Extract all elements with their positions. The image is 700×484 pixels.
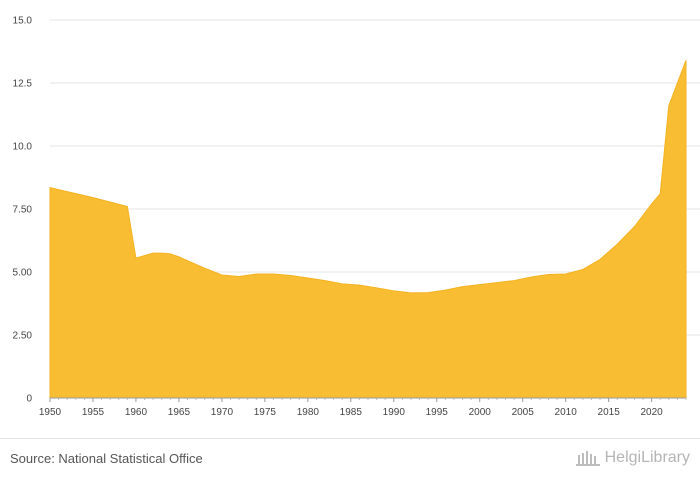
x-tick-label: 1975 xyxy=(254,407,277,418)
y-tick-label: 5.00 xyxy=(13,268,33,279)
brand-logo: HelgiLibrary xyxy=(575,449,690,467)
area-series-fill xyxy=(49,60,687,399)
y-tick-label: 10.0 xyxy=(13,142,33,153)
chart-footer: Source: National Statistical Office Helg… xyxy=(0,438,700,484)
x-tick-label: 1950 xyxy=(39,407,62,418)
x-tick-label: 1970 xyxy=(211,407,234,418)
x-tick-label: 2020 xyxy=(640,407,663,418)
x-tick-label: 2005 xyxy=(512,407,535,418)
x-tick-label: 2000 xyxy=(469,407,492,418)
x-tick-label: 1985 xyxy=(340,407,363,418)
x-tick-label: 1960 xyxy=(125,407,148,418)
y-tick-label: 2.50 xyxy=(13,331,33,342)
brand-name: HelgiLibrary xyxy=(604,449,690,466)
source-note: Source: National Statistical Office xyxy=(10,451,203,466)
x-tick-label: 2015 xyxy=(598,407,621,418)
x-tick-label: 2010 xyxy=(555,407,578,418)
y-tick-label: 12.5 xyxy=(13,79,33,90)
y-tick-label: 7.50 xyxy=(13,205,33,216)
y-tick-label: 0 xyxy=(26,394,32,405)
x-axis-ticks: 1950 1955 1960 1965 1970 1975 1980 1985 1990 1995… xyxy=(39,398,687,418)
x-tick-label: 1995 xyxy=(426,407,449,418)
x-tick-label: 1965 xyxy=(168,407,191,418)
x-tick-label: 1955 xyxy=(82,407,105,418)
x-tick-label: 1990 xyxy=(383,407,406,418)
x-tick-label: 1980 xyxy=(297,407,320,418)
library-icon xyxy=(575,451,600,466)
area-series xyxy=(49,60,687,399)
y-tick-label: 15.0 xyxy=(13,16,33,27)
y-axis-ticks: 0 2.50 5.00 7.50 10.0 12.5 15.0 xyxy=(13,16,33,405)
